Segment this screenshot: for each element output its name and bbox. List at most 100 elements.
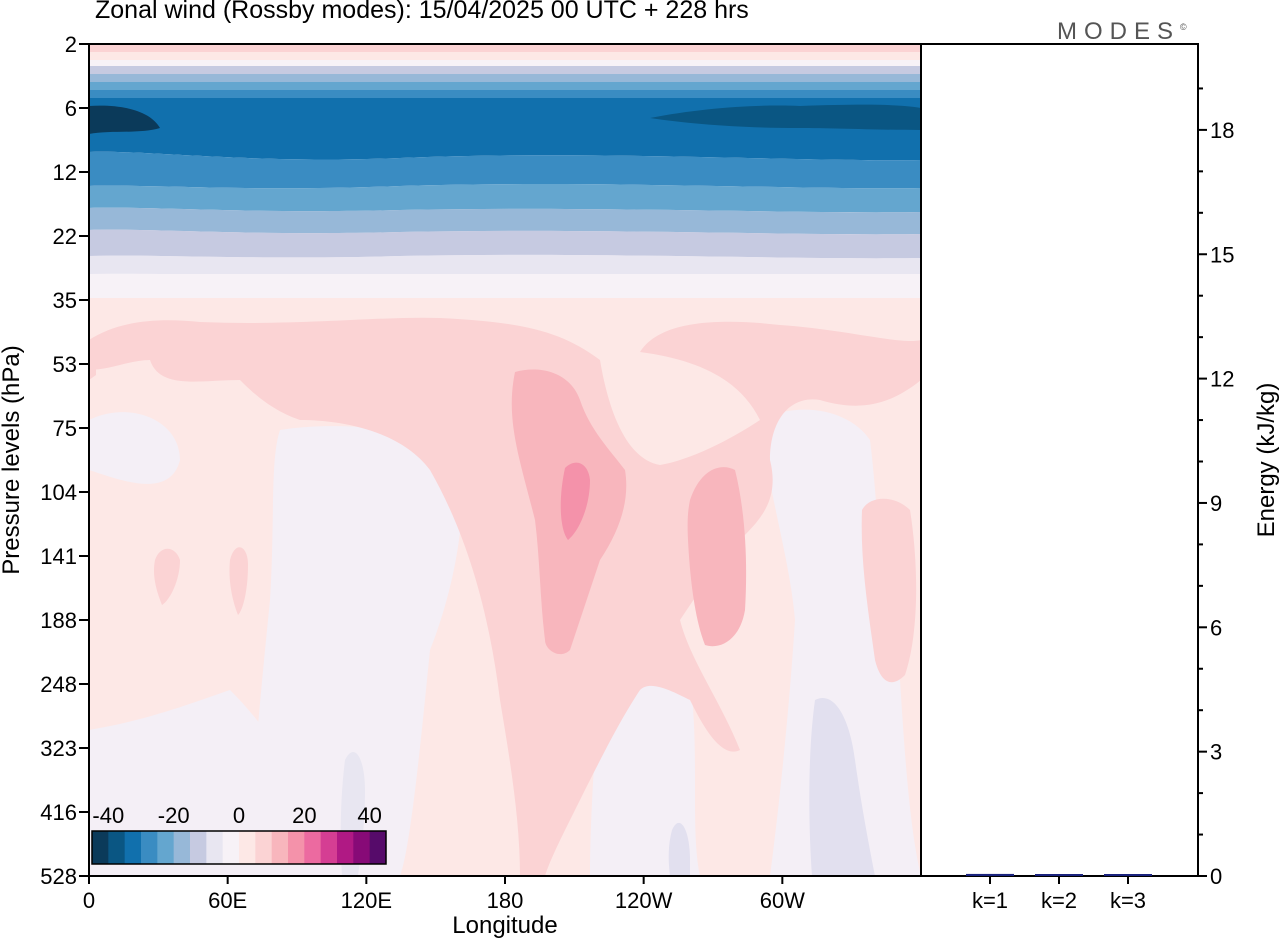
y-tick-label: 141 xyxy=(40,544,77,569)
colorbar-swatch xyxy=(239,831,256,864)
y-tick-label: 323 xyxy=(40,736,77,761)
energy-category-labels: k=1 k=2 k=3 xyxy=(972,876,1146,913)
band-26-lavender xyxy=(89,229,921,259)
blob-pink-60e xyxy=(229,547,248,615)
band-12-blue xyxy=(89,151,921,189)
colorbar-swatch xyxy=(271,831,289,864)
y-tick-label: 248 xyxy=(40,672,77,697)
patch-purplish-small xyxy=(668,822,690,876)
colorbar-label: 40 xyxy=(357,803,381,828)
y-tick-label: 75 xyxy=(53,416,77,441)
x-tick-label: 120E xyxy=(341,888,392,913)
y-tick-label: 12 xyxy=(53,160,77,185)
blob-pink-west xyxy=(153,548,180,605)
y-tick-label: 6 xyxy=(65,96,77,121)
band-top-lavender xyxy=(89,66,921,74)
band-top-lightblue xyxy=(89,74,921,82)
energy-tick-label: 6 xyxy=(1210,615,1222,640)
energy-panel xyxy=(920,43,1199,877)
energy-tick-label: 12 xyxy=(1210,367,1234,392)
colorbar-frame xyxy=(91,830,387,865)
colorbar-swatch xyxy=(304,831,322,864)
band-22-lightblue xyxy=(89,207,921,235)
band-top-white xyxy=(89,60,921,66)
colorbar-swatch xyxy=(108,831,126,864)
x-tick-label: 60W xyxy=(760,888,805,913)
energy-bar xyxy=(966,873,1014,876)
contour-pink-5 xyxy=(89,317,921,876)
y-tick-label: 416 xyxy=(40,800,77,825)
energy-tick-label: 9 xyxy=(1210,491,1222,516)
band-18-midblue xyxy=(89,184,921,213)
band-top-light xyxy=(89,52,921,60)
x-tick-label: 60E xyxy=(208,888,247,913)
band-top-midblue xyxy=(89,82,921,90)
colorbar-swatch xyxy=(173,831,191,864)
blob-pink-53-west xyxy=(89,345,96,380)
patch-lavender-mid xyxy=(250,426,463,876)
y-tick-label: 2 xyxy=(65,32,77,57)
energy-tick-label: 3 xyxy=(1210,740,1222,765)
band-top-pink xyxy=(89,44,921,52)
band-30-pale xyxy=(89,254,921,279)
x-axis: 0 60E 120E 180 120W 60W xyxy=(83,876,805,913)
x-axis-title: Longitude xyxy=(452,912,557,939)
colorbar-label: 0 xyxy=(233,803,245,828)
y-axis-title: Pressure levels (hPa) xyxy=(0,345,25,574)
y-tick-label: 53 xyxy=(53,352,77,377)
colorbar-swatch xyxy=(288,831,305,864)
blob-pink-far-east xyxy=(861,498,917,683)
colorbar xyxy=(91,830,387,865)
y-tick-label: 104 xyxy=(40,480,77,505)
energy-tick-label: 0 xyxy=(1210,864,1222,889)
colorbar-swatch xyxy=(222,831,240,864)
energy-tick-label: 18 xyxy=(1210,118,1234,143)
patch-purplish-east xyxy=(809,698,875,876)
colorbar-swatch xyxy=(157,831,175,864)
contour-field xyxy=(89,44,921,876)
band-33-white xyxy=(89,274,921,298)
colorbar-swatch xyxy=(190,831,207,864)
x-tick-label: 180 xyxy=(487,888,524,913)
y-tick-label: 35 xyxy=(53,288,77,313)
colorbar-label: -20 xyxy=(158,803,190,828)
contour-pink-15 xyxy=(560,462,590,540)
colorbar-label: 20 xyxy=(292,803,316,828)
blob-pink-180 xyxy=(486,522,500,560)
energy-axis-title: Energy (kJ/kg) xyxy=(1253,383,1280,538)
energy-category-label: k=1 xyxy=(972,888,1008,913)
energy-tick-label: 15 xyxy=(1210,242,1234,267)
colorbar-swatch xyxy=(353,831,371,864)
y-axis: 2 6 12 22 35 53 75 104 141 188 248 323 416 528 xyxy=(40,32,89,889)
y-tick-label: 22 xyxy=(53,224,77,249)
energy-category-label: k=2 xyxy=(1041,888,1077,913)
energy-category-label: k=3 xyxy=(1110,888,1146,913)
energy-bars xyxy=(966,873,1152,876)
brand-logo: MODES© xyxy=(1057,18,1187,46)
y-tick-label: 188 xyxy=(40,608,77,633)
colorbar-swatch xyxy=(92,831,109,864)
energy-bar xyxy=(1104,874,1152,876)
band-jet-darkest-east xyxy=(650,104,921,130)
band-top-blue xyxy=(89,90,921,98)
patch-lavender-east xyxy=(760,409,921,876)
colorbar-swatch xyxy=(255,831,273,864)
patch-lavender-low-west xyxy=(89,690,330,876)
y-tick-label: 528 xyxy=(40,864,77,889)
energy-y-axis: 0 3 6 9 12 15 18 xyxy=(1198,87,1234,889)
colorbar-label: -40 xyxy=(92,803,124,828)
colorbar-swatch xyxy=(320,831,338,864)
x-tick-label: 0 xyxy=(83,888,95,913)
x-tick-label: 120W xyxy=(615,888,673,913)
colorbar-swatch xyxy=(369,831,387,864)
brand-text: MODES xyxy=(1057,18,1181,45)
energy-bar xyxy=(1035,874,1083,876)
colorbar-swatch xyxy=(141,831,158,864)
chart-title: Zonal wind (Rossby modes): 15/04/2025 00… xyxy=(95,0,749,24)
colorbar-swatch xyxy=(124,831,142,864)
patch-lavender-west xyxy=(89,412,180,484)
colorbar-swatch xyxy=(337,831,354,864)
band-jet-darkest-west xyxy=(89,105,160,134)
colorbar-labels: -40 -20 0 20 40 xyxy=(92,803,381,828)
